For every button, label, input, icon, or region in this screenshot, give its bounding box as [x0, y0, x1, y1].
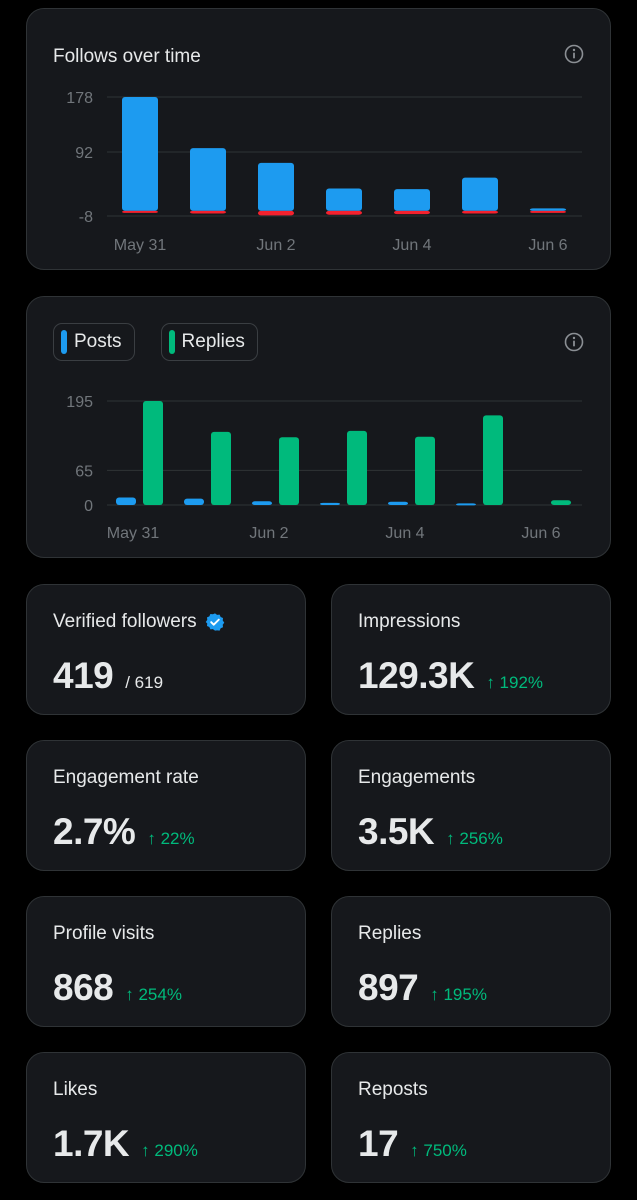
follows-chart: 178 92 -8 May 31 Jun 2 Jun 4 Jun 6	[66, 90, 582, 254]
stat-row: 868 ↑ 254%	[53, 967, 182, 1009]
bar-replies	[483, 415, 503, 505]
bar-posts	[184, 498, 204, 505]
verified-followers-value: 419	[53, 655, 114, 696]
impressions-change: ↑ 192%	[486, 673, 544, 692]
engagement-rate-card: Engagement rate 2.7% ↑ 22%	[26, 740, 306, 871]
x-tick-label: Jun 2	[249, 525, 288, 542]
posts-replies-chart: 195 65 0 May 31 Jun 2 Jun 4 Jun 6	[66, 394, 582, 542]
bar-series-0	[394, 189, 430, 211]
total-followers-value: / 619	[125, 673, 164, 692]
bar-replies	[143, 401, 163, 505]
bar-replies	[415, 436, 435, 505]
bar-series-1	[190, 210, 226, 214]
verified-followers-label: Verified followers	[53, 611, 197, 632]
bar-series-1	[122, 210, 158, 213]
x-tick-label: Jun 2	[256, 237, 295, 254]
info-icon[interactable]	[564, 44, 584, 64]
legend-replies-label: Replies	[181, 331, 245, 352]
legend-posts-label: Posts	[74, 331, 122, 352]
engagements-change: ↑ 256%	[446, 829, 503, 848]
stat-row: 1.7K ↑ 290%	[53, 1123, 198, 1165]
posts-replies-card: Posts Replies 195 65 0 May 31 Jun 2 Jun 4 Jun …	[26, 296, 611, 558]
x-tick-label: Jun 4	[385, 525, 424, 542]
likes-label: Likes	[53, 1079, 98, 1100]
stat-row: 2.7% ↑ 22%	[53, 811, 195, 853]
impressions-value: 129.3K	[358, 655, 475, 696]
bar-series-0	[190, 148, 226, 211]
profile-visits-change: ↑ 254%	[125, 985, 182, 1004]
bar-replies	[279, 437, 299, 505]
bar-replies	[347, 430, 367, 505]
bar-series-1	[258, 210, 294, 216]
follows-chart-title: Follows over time	[53, 46, 201, 67]
bar-series-1	[462, 210, 498, 214]
y-tick-label: 178	[66, 90, 93, 107]
y-tick-label: -8	[79, 209, 93, 226]
stat-row: 129.3K ↑ 192%	[358, 655, 543, 697]
info-icon[interactable]	[564, 332, 584, 352]
verified-followers-card: Verified followers 419 / 619	[26, 584, 306, 715]
bar-posts	[456, 503, 476, 506]
engagement-rate-change: ↑ 22%	[147, 829, 195, 848]
bar-series-0	[258, 162, 294, 211]
engagement-rate-label: Engagement rate	[53, 767, 199, 788]
chart-legend: Posts Replies	[53, 323, 258, 361]
bar-posts	[388, 501, 408, 505]
bar-series-1	[530, 210, 566, 213]
y-tick-label: 0	[84, 498, 93, 515]
stat-row: 17 ↑ 750%	[358, 1123, 467, 1165]
verified-badge-icon	[205, 613, 224, 631]
bar-series-1	[326, 210, 362, 215]
follows-over-time-card: Follows over time 178 92 -8 May 31 Jun 2 Jun …	[26, 8, 611, 270]
engagement-rate-value: 2.7%	[53, 811, 136, 852]
profile-visits-label: Profile visits	[53, 923, 155, 944]
stat-row: 3.5K ↑ 256%	[358, 811, 503, 853]
reposts-change: ↑ 750%	[410, 1141, 467, 1160]
bar-series-0	[122, 97, 158, 211]
bar-series-1	[394, 210, 430, 215]
replies-label: Replies	[358, 923, 422, 944]
impressions-label: Impressions	[358, 611, 461, 632]
stat-label: Verified followers	[53, 611, 225, 633]
legend-posts[interactable]: Posts	[53, 323, 135, 361]
engagements-label: Engagements	[358, 767, 476, 788]
x-tick-label: Jun 6	[528, 237, 567, 254]
stat-row: 897 ↑ 195%	[358, 967, 487, 1009]
likes-value: 1.7K	[53, 1123, 130, 1164]
likes-change: ↑ 290%	[141, 1141, 198, 1160]
likes-card: Likes 1.7K ↑ 290%	[26, 1052, 306, 1183]
reposts-card: Reposts 17 ↑ 750%	[331, 1052, 611, 1183]
legend-replies[interactable]: Replies	[160, 323, 258, 361]
replies-value: 897	[358, 967, 419, 1008]
x-tick-label: Jun 6	[521, 525, 560, 542]
bar-replies	[211, 431, 231, 505]
legend-posts-swatch	[61, 330, 67, 354]
engagements-value: 3.5K	[358, 811, 435, 852]
reposts-label: Reposts	[358, 1079, 428, 1100]
bar-posts	[116, 497, 136, 505]
y-tick-label: 65	[75, 463, 93, 480]
stat-row: 419 / 619	[53, 655, 163, 697]
x-tick-label: May 31	[114, 237, 167, 254]
x-tick-label: Jun 4	[392, 237, 431, 254]
reposts-value: 17	[358, 1123, 399, 1164]
bar-series-0	[530, 208, 566, 211]
profile-visits-value: 868	[53, 967, 114, 1008]
y-tick-label: 195	[66, 394, 93, 411]
x-tick-label: May 31	[107, 525, 160, 542]
bar-series-0	[326, 188, 362, 211]
impressions-card: Impressions 129.3K ↑ 192%	[331, 584, 611, 715]
bar-series-0	[462, 177, 498, 211]
replies-card: Replies 897 ↑ 195%	[331, 896, 611, 1027]
engagements-card: Engagements 3.5K ↑ 256%	[331, 740, 611, 871]
bar-posts	[252, 501, 272, 505]
legend-replies-swatch	[168, 330, 175, 354]
replies-change: ↑ 195%	[430, 985, 487, 1004]
y-tick-label: 92	[75, 145, 93, 162]
bar-posts	[320, 502, 340, 505]
bar-replies	[551, 500, 571, 505]
profile-visits-card: Profile visits 868 ↑ 254%	[26, 896, 306, 1027]
